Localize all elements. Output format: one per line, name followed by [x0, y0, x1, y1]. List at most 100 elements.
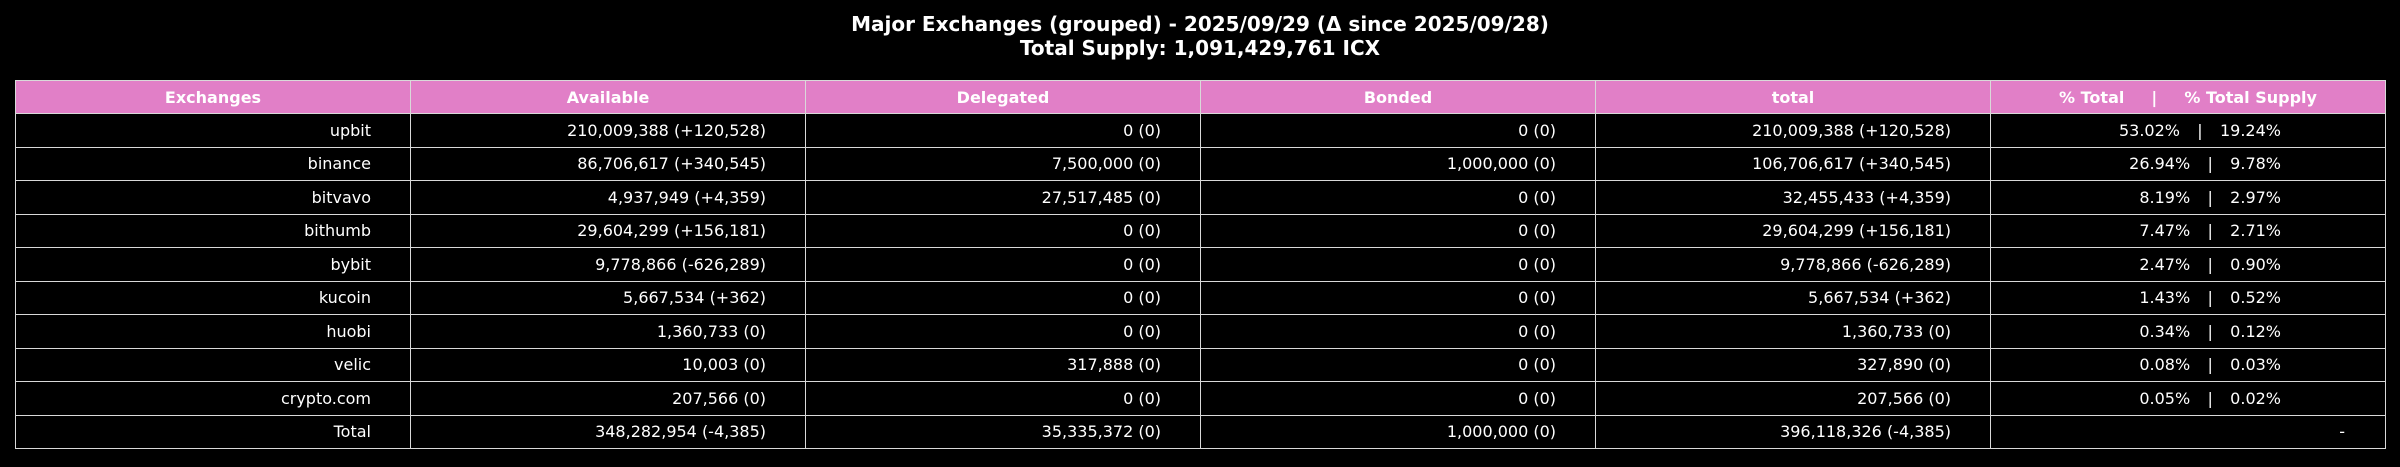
cell-pct-total: 8.19%	[2139, 187, 2191, 207]
cell-delegated: 0 (0)	[805, 247, 1201, 282]
cell-pct-supply: 0.52%	[2230, 288, 2281, 308]
table-row: bithumb 29,604,299 (+156,181) 0 (0) 0 (0) 29…	[15, 213, 2386, 248]
cell-available: 4,937,949 (+4,359)	[410, 180, 806, 215]
cell-total: 207,566 (0)	[1595, 381, 1991, 416]
cell-available: 9,778,866 (-626,289)	[410, 247, 806, 282]
header-total: total	[1595, 80, 1991, 114]
cell-bonded: 0 (0)	[1200, 280, 1596, 315]
cell-pct-separator: |	[2207, 254, 2213, 274]
cell-bonded: 0 (0)	[1200, 314, 1596, 349]
cell-total: 9,778,866 (-626,289)	[1595, 247, 1991, 282]
cell-percent: 1.43% | 0.52%	[1990, 280, 2386, 315]
cell-pct-separator: |	[2207, 221, 2213, 241]
cell-total: 5,667,534 (+362)	[1595, 280, 1991, 315]
cell-delegated: 317,888 (0)	[805, 347, 1201, 382]
cell-percent: 0.05% | 0.02%	[1990, 381, 2386, 416]
cell-pct-supply: 0.90%	[2230, 254, 2281, 274]
title-line-1: Major Exchanges (grouped) - 2025/09/29 (…	[851, 12, 1549, 36]
cell-pct-total: 53.02%	[2118, 120, 2180, 140]
cell-delegated: 0 (0)	[805, 314, 1201, 349]
cell-available: 207,566 (0)	[410, 381, 806, 416]
table-row: velic 10,003 (0) 317,888 (0) 0 (0) 327,890 (…	[15, 347, 2386, 382]
cell-exchange: bitvavo	[15, 180, 411, 215]
cell-delegated: 7,500,000 (0)	[805, 146, 1201, 181]
cell-exchange: kucoin	[15, 280, 411, 315]
header-pct-total: % Total	[2059, 87, 2125, 107]
cell-total: 210,009,388 (+120,528)	[1595, 113, 1991, 148]
header-pct-separator: |	[2151, 87, 2158, 107]
cell-pct-separator: |	[2207, 321, 2213, 341]
table-row: bitvavo 4,937,949 (+4,359) 27,517,485 (0) 0…	[15, 180, 2386, 215]
cell-percent: 7.47% | 2.71%	[1990, 213, 2386, 248]
cell-pct-total: 0.34%	[2139, 321, 2191, 341]
header-bonded: Bonded	[1200, 80, 1596, 114]
total-cell-available: 348,282,954 (-4,385)	[410, 414, 806, 449]
cell-pct-separator: |	[2207, 187, 2213, 207]
cell-pct-supply: 0.12%	[2230, 321, 2281, 341]
title-line-2: Total Supply: 1,091,429,761 ICX	[1019, 36, 1381, 60]
header-delegated: Delegated	[805, 80, 1201, 114]
cell-available: 210,009,388 (+120,528)	[410, 113, 806, 148]
header-percent: % Total | % Total Supply	[1990, 80, 2386, 114]
cell-exchange: bybit	[15, 247, 411, 282]
cell-total: 106,706,617 (+340,545)	[1595, 146, 1991, 181]
cell-available: 86,706,617 (+340,545)	[410, 146, 806, 181]
cell-pct-separator: |	[2207, 388, 2213, 408]
cell-delegated: 0 (0)	[805, 213, 1201, 248]
cell-percent: 8.19% | 2.97%	[1990, 180, 2386, 215]
cell-pct-supply: 19.24%	[2219, 120, 2281, 140]
cell-total: 1,360,733 (0)	[1595, 314, 1991, 349]
cell-total: 32,455,433 (+4,359)	[1595, 180, 1991, 215]
cell-pct-separator: |	[2207, 355, 2213, 375]
cell-percent: 0.08% | 0.03%	[1990, 347, 2386, 382]
total-cell-total: 396,118,326 (-4,385)	[1595, 414, 1991, 449]
cell-pct-total: 1.43%	[2139, 288, 2191, 308]
cell-total: 29,604,299 (+156,181)	[1595, 213, 1991, 248]
total-cell-bonded: 1,000,000 (0)	[1200, 414, 1596, 449]
cell-exchange: velic	[15, 347, 411, 382]
cell-pct-total: 0.05%	[2139, 388, 2191, 408]
cell-percent: 26.94% | 9.78%	[1990, 146, 2386, 181]
cell-pct-supply: 2.71%	[2230, 221, 2281, 241]
cell-pct-total: 7.47%	[2139, 221, 2191, 241]
header-row: Exchanges Available Delegated Bonded tot…	[15, 80, 2386, 114]
header-pct-supply: % Total Supply	[2184, 87, 2317, 107]
table-row: kucoin 5,667,534 (+362) 0 (0) 0 (0) 5,667,53…	[15, 280, 2386, 315]
cell-pct-separator: |	[2207, 288, 2213, 308]
table-row: upbit 210,009,388 (+120,528) 0 (0) 0 (0) 210…	[15, 113, 2386, 148]
cell-pct-separator: |	[2197, 120, 2203, 140]
cell-percent: 2.47% | 0.90%	[1990, 247, 2386, 282]
cell-total: 327,890 (0)	[1595, 347, 1991, 382]
cell-exchange: binance	[15, 146, 411, 181]
total-cell-delegated: 35,335,372 (0)	[805, 414, 1201, 449]
table-row: crypto.com 207,566 (0) 0 (0) 0 (0) 207,566 (…	[15, 381, 2386, 416]
cell-delegated: 0 (0)	[805, 113, 1201, 148]
cell-available: 10,003 (0)	[410, 347, 806, 382]
total-cell-percent: -	[1990, 414, 2386, 449]
cell-pct-separator: |	[2207, 154, 2213, 174]
table-row: binance 86,706,617 (+340,545) 7,500,000 (0…	[15, 146, 2386, 181]
cell-pct-total: 26.94%	[2129, 154, 2191, 174]
cell-pct-total: 0.08%	[2139, 355, 2191, 375]
exchanges-table: Exchanges Available Delegated Bonded tot…	[15, 80, 2386, 449]
cell-available: 5,667,534 (+362)	[410, 280, 806, 315]
total-row: Total 348,282,954 (-4,385) 35,335,372 (0) 1…	[15, 414, 2386, 449]
cell-bonded: 0 (0)	[1200, 180, 1596, 215]
cell-bonded: 0 (0)	[1200, 247, 1596, 282]
cell-percent: 0.34% | 0.12%	[1990, 314, 2386, 349]
cell-bonded: 0 (0)	[1200, 347, 1596, 382]
cell-delegated: 27,517,485 (0)	[805, 180, 1201, 215]
table-row: bybit 9,778,866 (-626,289) 0 (0) 0 (0) 9,778…	[15, 247, 2386, 282]
chart-title: Major Exchanges (grouped) - 2025/09/29 (…	[0, 12, 2400, 60]
cell-percent: 53.02% | 19.24%	[1990, 113, 2386, 148]
cell-delegated: 0 (0)	[805, 381, 1201, 416]
cell-bonded: 1,000,000 (0)	[1200, 146, 1596, 181]
cell-available: 29,604,299 (+156,181)	[410, 213, 806, 248]
header-exchanges: Exchanges	[15, 80, 411, 114]
cell-bonded: 0 (0)	[1200, 213, 1596, 248]
cell-pct-supply: 0.02%	[2230, 388, 2281, 408]
table-row: huobi 1,360,733 (0) 0 (0) 0 (0) 1,360,733 (0…	[15, 314, 2386, 349]
cell-bonded: 0 (0)	[1200, 381, 1596, 416]
cell-pct-supply: 2.97%	[2230, 187, 2281, 207]
header-available: Available	[410, 80, 806, 114]
